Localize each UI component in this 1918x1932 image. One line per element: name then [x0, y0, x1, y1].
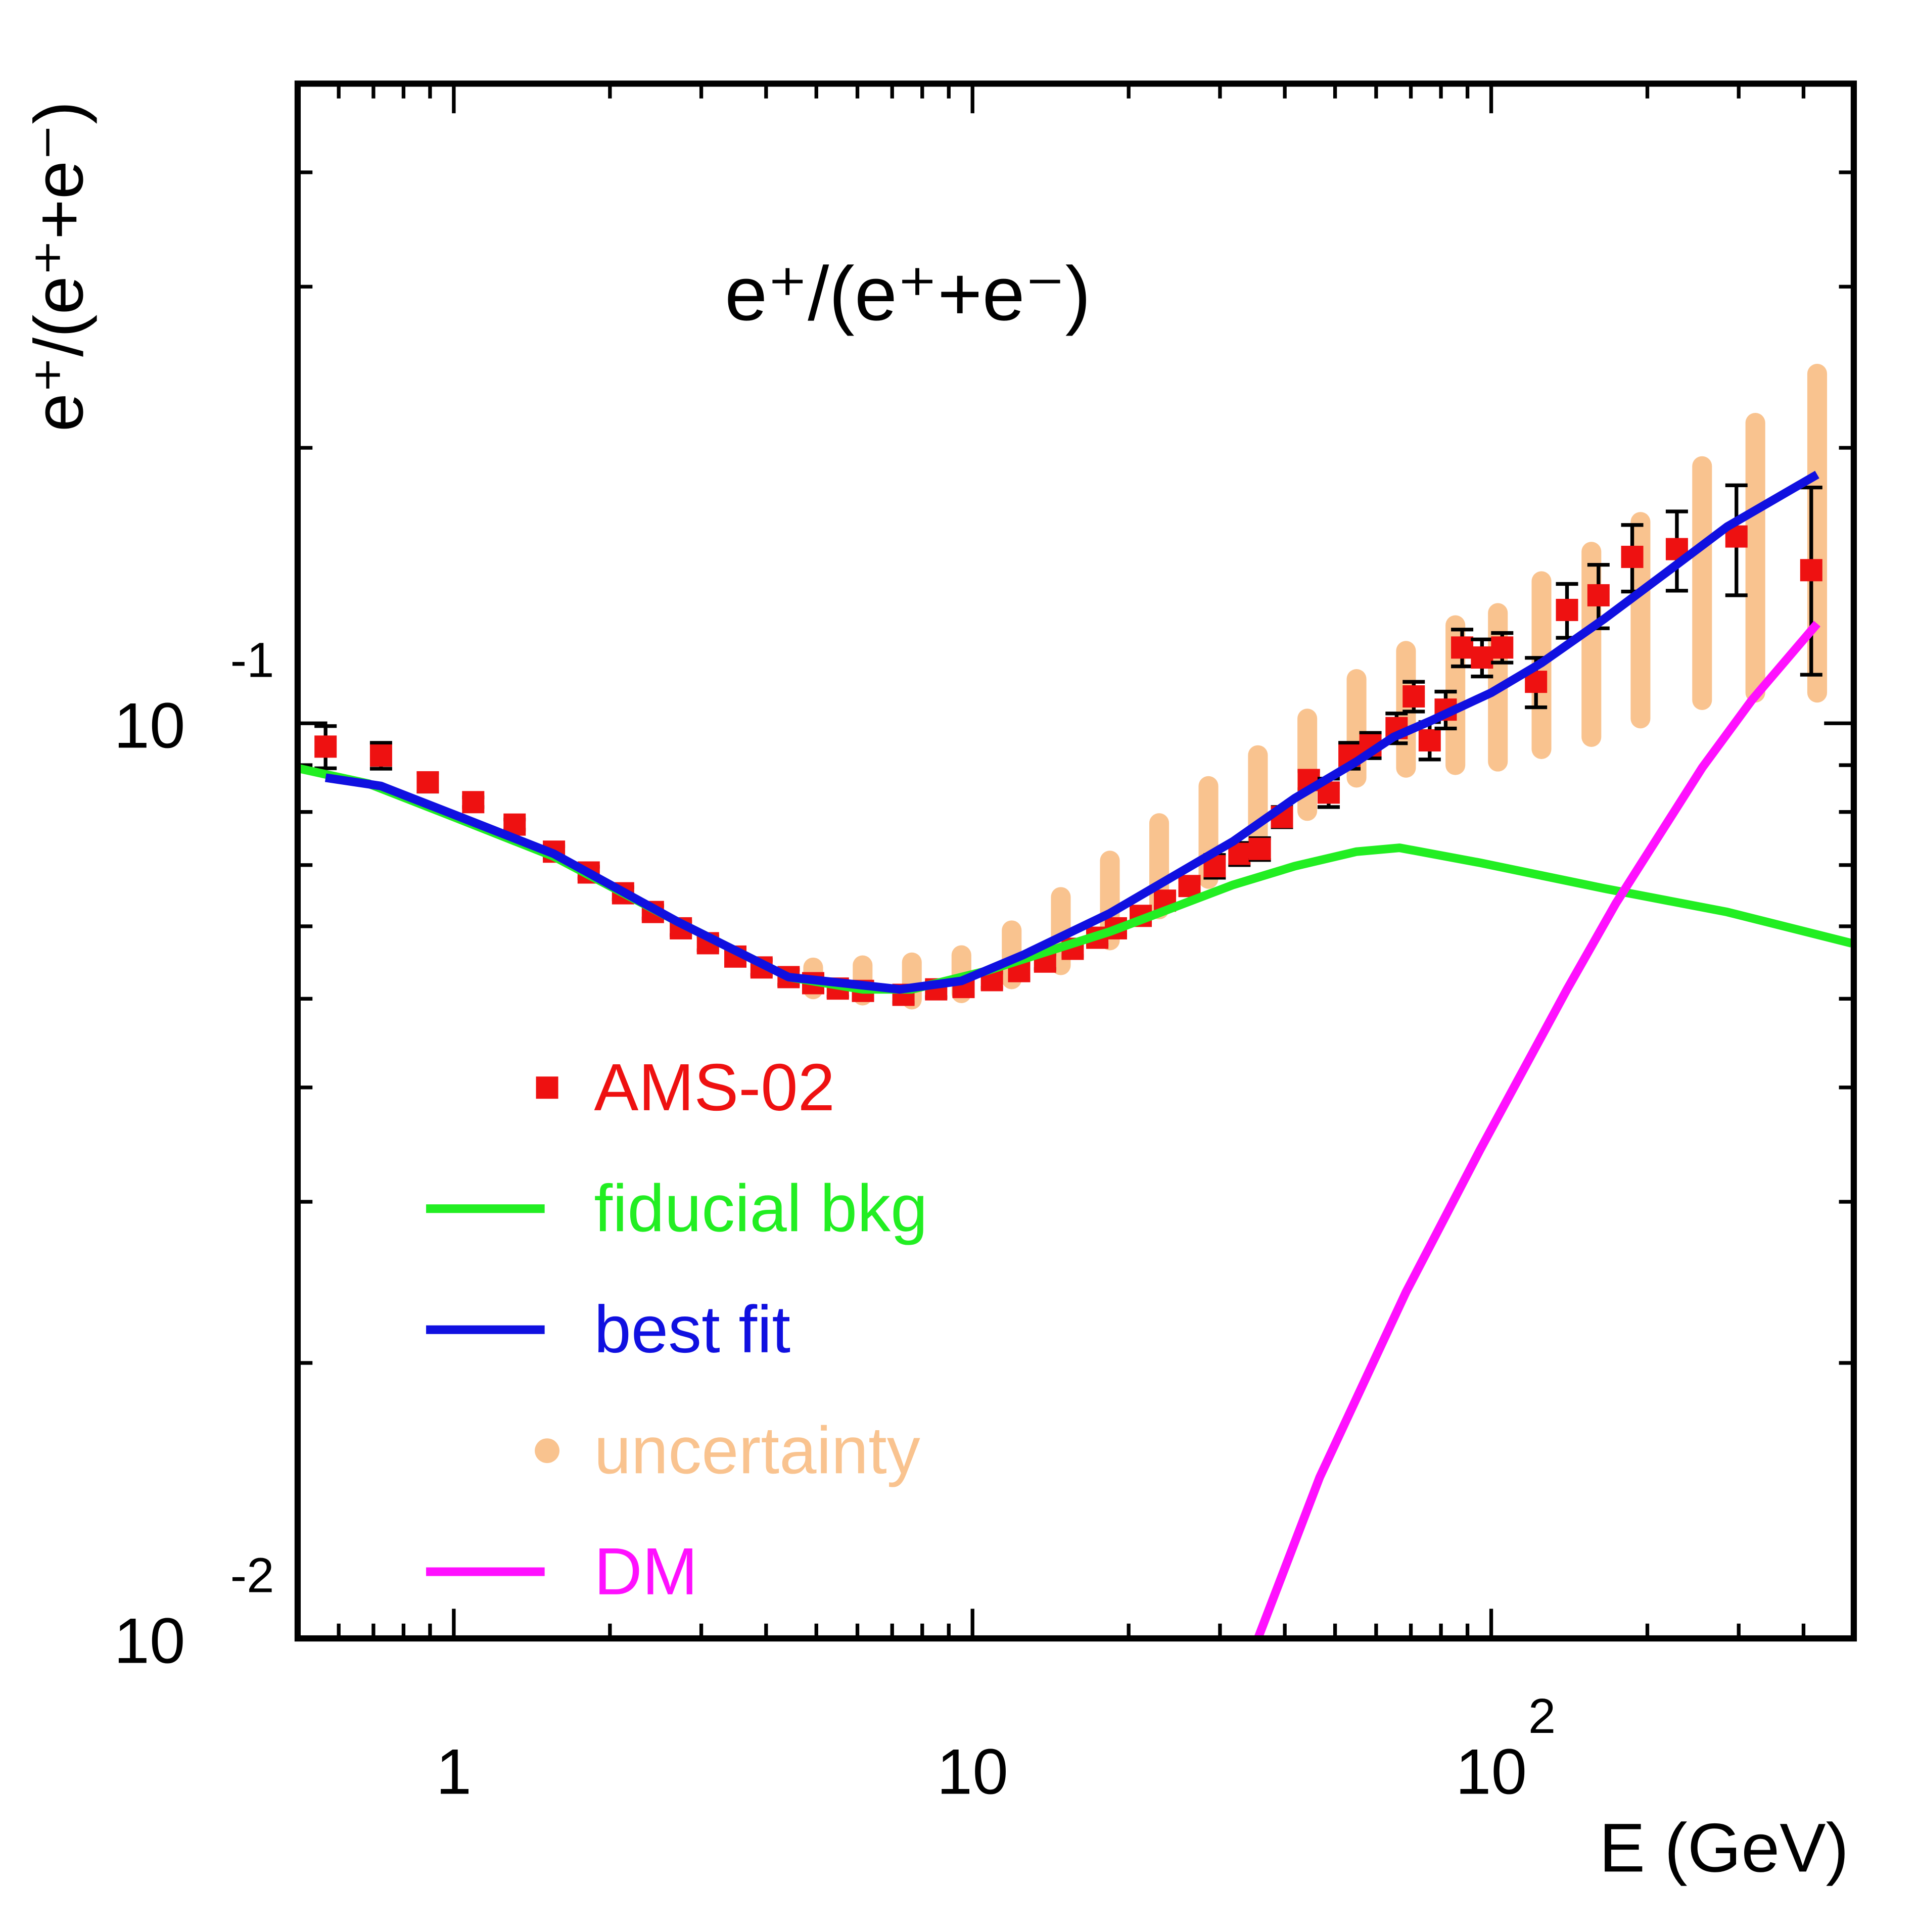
x-axis-label: E (GeV)	[1599, 1809, 1849, 1886]
legend-label: fiducial bkg	[594, 1171, 927, 1245]
data-point	[1402, 685, 1425, 708]
data-point	[1451, 636, 1474, 659]
data-point	[416, 771, 439, 794]
x-tick-exponent: 2	[1528, 1688, 1556, 1743]
legend-label: DM	[594, 1534, 697, 1609]
y-tick-label: 10	[114, 689, 185, 761]
data-point	[1471, 646, 1493, 669]
data-point	[1248, 837, 1271, 860]
chart-title: e⁺/(e⁺+e⁻)	[725, 251, 1091, 337]
data-point	[1491, 636, 1514, 659]
line	[324, 470, 1819, 994]
x-tick-label: 1	[436, 1735, 472, 1807]
plot-area	[297, 363, 1853, 1639]
y-tick-label: 10	[114, 1605, 185, 1676]
data-point	[1178, 875, 1201, 898]
legend-label: AMS-02	[594, 1050, 835, 1124]
x-tick-label: 10	[1456, 1735, 1527, 1807]
data-point	[369, 744, 392, 767]
legend-label: uncertainty	[594, 1413, 920, 1487]
data-point	[1418, 729, 1441, 751]
x-tick-label: 10	[937, 1735, 1008, 1807]
legend-marker	[535, 1438, 559, 1464]
data-point	[1800, 559, 1822, 582]
line	[1253, 621, 1821, 1639]
data-point	[314, 735, 337, 758]
data-point	[1621, 545, 1644, 568]
plot-frame	[294, 80, 1857, 1642]
y-axis-label: e⁺/(e⁺+e⁻)	[20, 101, 97, 432]
y-tick-exponent: -1	[230, 633, 274, 688]
y-tick-exponent: -2	[230, 1548, 274, 1603]
data-point	[1587, 584, 1610, 606]
data-point	[462, 791, 485, 814]
legend-label: best fit	[594, 1292, 790, 1366]
legend-marker	[536, 1076, 558, 1099]
data-point	[1556, 598, 1578, 621]
